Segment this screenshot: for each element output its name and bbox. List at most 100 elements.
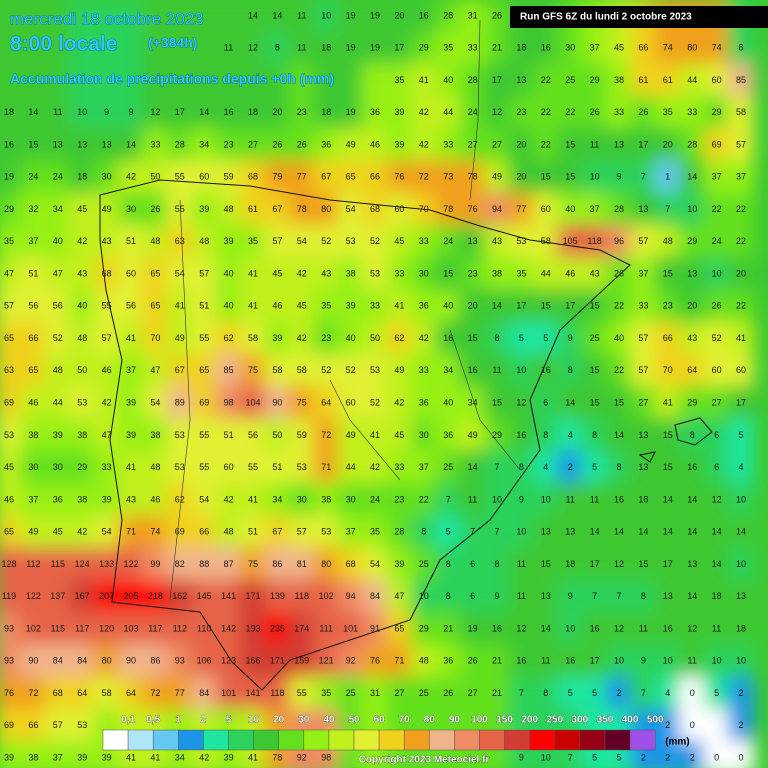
field-cell — [386, 482, 413, 518]
grid-value: 22 — [419, 494, 429, 504]
field-cell — [166, 353, 193, 388]
grid-value: 58 — [272, 365, 282, 375]
grid-value: 49 — [346, 139, 356, 149]
grid-value: 53 — [77, 720, 87, 730]
field-cell — [361, 95, 389, 130]
field-cell — [69, 224, 96, 259]
grid-value: 51 — [272, 462, 282, 472]
field-cell — [361, 256, 389, 292]
grid-value: 75 — [248, 559, 258, 569]
grid-value: 44 — [541, 268, 551, 278]
grid-value: 39 — [394, 139, 404, 149]
field-cell — [44, 31, 71, 66]
grid-value: 48 — [150, 236, 160, 246]
grid-value: 44 — [443, 107, 453, 117]
grid-value: 58 — [102, 688, 112, 698]
field-cell — [727, 644, 755, 679]
field-cell — [264, 418, 291, 453]
grid-value: 15 — [541, 172, 551, 182]
field-cell — [532, 676, 559, 711]
field-cell — [703, 740, 730, 768]
grid-value: 33 — [102, 462, 112, 472]
grid-value: 6 — [543, 397, 548, 407]
field-cell — [215, 192, 242, 227]
field-cell — [288, 224, 315, 259]
grid-value: 11 — [590, 139, 599, 149]
field-cell — [117, 127, 145, 163]
field-cell — [508, 289, 535, 324]
grid-value: 39 — [394, 559, 404, 569]
field-cell — [264, 353, 291, 388]
field-cell — [703, 95, 730, 130]
field-cell — [557, 160, 584, 195]
grid-value: 18 — [638, 494, 648, 504]
grid-value: 56 — [126, 301, 136, 311]
field-cell — [166, 418, 193, 453]
grid-value: 30 — [28, 462, 38, 472]
field-cell — [557, 63, 584, 98]
grid-value: 40 — [443, 301, 453, 311]
field-cell — [727, 385, 755, 421]
field-cell — [264, 450, 291, 485]
grid-value: 174 — [294, 623, 309, 633]
grid-value: 50 — [272, 430, 282, 440]
grid-value: 33 — [419, 365, 429, 375]
grid-value: 98 — [224, 397, 234, 407]
grid-value: 72 — [321, 430, 331, 440]
grid-value: 31 — [468, 10, 478, 20]
grid-value: 38 — [77, 494, 87, 504]
field-cell — [166, 63, 193, 98]
islands — [638, 417, 713, 463]
field-cell — [679, 547, 706, 582]
field-cell — [630, 644, 657, 679]
grid-value: 14 — [663, 527, 673, 537]
grid-value: 74 — [663, 43, 673, 53]
field-cell — [435, 224, 462, 259]
grid-value: 14 — [687, 527, 697, 537]
grid-value: 82 — [175, 559, 185, 569]
field-cell — [703, 515, 730, 550]
field-cell — [215, 31, 242, 66]
field-cell — [557, 31, 584, 66]
grid-value: 59 — [224, 172, 234, 182]
field-cell — [117, 0, 145, 34]
field-cell — [313, 0, 340, 34]
field-cell — [727, 31, 755, 66]
grid-value: 85 — [736, 75, 746, 85]
field-cell — [654, 95, 681, 130]
field-cell — [69, 547, 96, 582]
grid-value: 69 — [4, 397, 14, 407]
field-cell — [44, 321, 71, 356]
legend-swatch — [454, 729, 480, 751]
grid-value: 11 — [639, 623, 648, 633]
field-cell — [44, 611, 71, 647]
grid-value: 29 — [419, 623, 429, 633]
field-cell — [93, 611, 120, 647]
grid-value: 23 — [468, 268, 478, 278]
grid-value: 15 — [590, 301, 600, 311]
field-cell — [191, 256, 218, 292]
grid-value: 16 — [4, 139, 14, 149]
grid-value: 15 — [590, 397, 600, 407]
field-cell — [435, 515, 462, 550]
field-cell — [532, 644, 559, 679]
field-cell — [264, 127, 291, 163]
field-cell — [410, 160, 437, 195]
grid-value: 34 — [272, 494, 282, 504]
grid-value: 33 — [150, 139, 160, 149]
legend-label: 20 — [273, 715, 285, 726]
grid-value: 26 — [590, 107, 600, 117]
grid-value: 27 — [492, 139, 502, 149]
grid-value: 218 — [148, 591, 163, 601]
grid-value: 20 — [736, 268, 746, 278]
grid-value: 4 — [738, 462, 743, 472]
grid-value: 41 — [736, 333, 746, 343]
field-cell — [215, 224, 242, 259]
grid-value: 118 — [270, 688, 284, 698]
grid-value: 24 — [712, 236, 722, 246]
grid-value: 33 — [443, 139, 453, 149]
grid-value: 10 — [492, 494, 502, 504]
grid-value: 41 — [248, 752, 258, 762]
grid-value: 52 — [370, 236, 380, 246]
legend-swatch — [152, 729, 179, 751]
